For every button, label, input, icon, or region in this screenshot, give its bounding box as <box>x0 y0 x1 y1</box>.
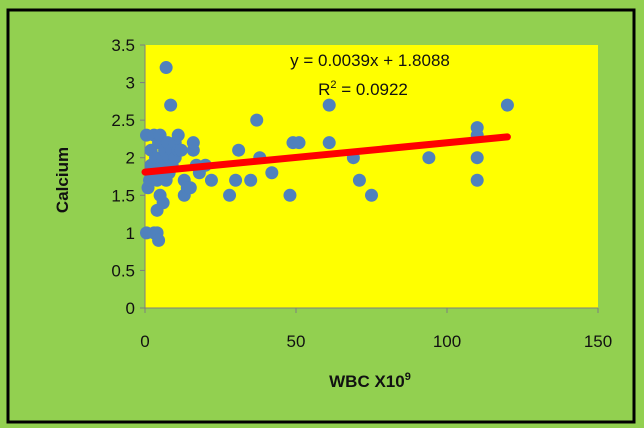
data-point <box>265 166 279 180</box>
data-point <box>164 98 178 112</box>
data-point <box>470 151 484 165</box>
data-point <box>223 188 237 202</box>
data-point <box>229 173 243 187</box>
x-tick-label: 100 <box>433 332 461 351</box>
y-tick-label: 2.5 <box>111 111 135 130</box>
r-squared-label: R2 = 0.0922 <box>318 79 408 99</box>
y-tick-label: 2 <box>126 149 135 168</box>
data-point <box>183 181 197 195</box>
data-point <box>156 196 170 210</box>
r-squared-superscript: 2 <box>330 79 336 91</box>
x-axis-title-superscript: 9 <box>405 371 411 383</box>
data-point <box>244 173 258 187</box>
y-tick-label: 3.5 <box>111 36 135 55</box>
plot-area <box>145 45 598 308</box>
y-tick-label: 3 <box>126 74 135 93</box>
data-point <box>352 173 366 187</box>
y-tick-label: 0 <box>126 299 135 318</box>
r-squared-prefix: R <box>318 80 330 99</box>
y-tick-label: 1.5 <box>111 186 135 205</box>
x-tick-label: 150 <box>584 332 612 351</box>
data-point <box>204 173 218 187</box>
data-point <box>322 98 336 112</box>
data-point <box>159 61 173 75</box>
y-tick-label: 0.5 <box>111 261 135 280</box>
data-point <box>365 188 378 202</box>
x-tick-label: 0 <box>140 332 149 351</box>
data-point <box>250 113 264 127</box>
chart-border <box>6 8 636 424</box>
data-point <box>500 98 514 112</box>
data-point <box>186 136 200 150</box>
data-point <box>283 188 297 202</box>
data-point <box>322 136 336 150</box>
data-point <box>232 143 246 157</box>
r-squared-value: = 0.0922 <box>337 80 408 99</box>
y-tick-label: 1 <box>126 224 135 243</box>
data-point <box>470 173 484 187</box>
trendline-equation: y = 0.0039x + 1.8088 <box>290 51 450 70</box>
data-point <box>171 128 185 142</box>
data-point <box>152 233 166 247</box>
tick-group: 0 0.5 1 1.5 2 2.5 3 3.5 0 50 100 150 <box>111 36 612 351</box>
data-point <box>292 136 306 150</box>
trendline <box>141 133 511 176</box>
x-axis-title-base: WBC X10 <box>329 372 405 391</box>
y-axis-title: Calcium <box>53 147 72 213</box>
x-axis-title: WBC X109 <box>329 371 411 391</box>
data-point <box>174 143 188 157</box>
x-tick-label: 50 <box>287 332 306 351</box>
data-point <box>422 151 436 165</box>
